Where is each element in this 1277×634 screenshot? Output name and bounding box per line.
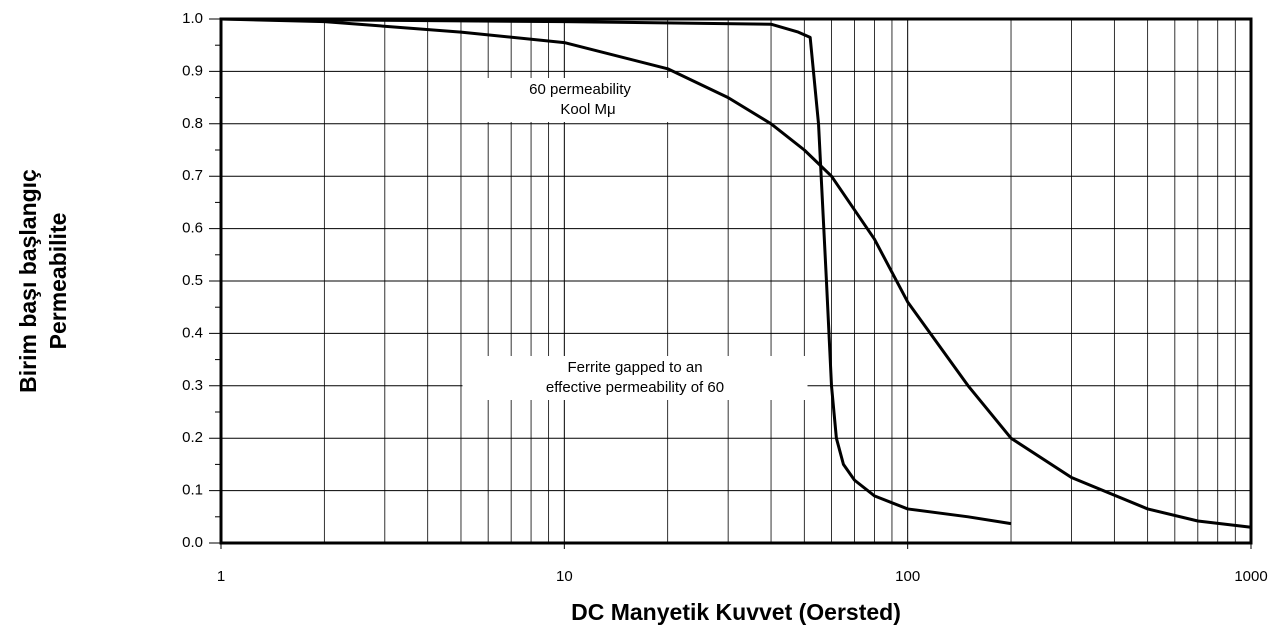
y-tick-label: 0.6 [182, 220, 203, 237]
y-tick-label: 1.0 [182, 10, 203, 27]
annotation: 60 permeability [529, 81, 631, 98]
x-tick-label: 100 [895, 568, 920, 585]
annotation-box [475, 78, 685, 122]
x-tick-label: 10 [556, 568, 573, 585]
y-tick-label: 0.8 [182, 115, 203, 132]
x-tick-label: 1 [217, 568, 225, 585]
y-tick-label: 0.2 [182, 429, 203, 446]
x-axis-title: DC Manyetik Kuvvet (Oersted) [571, 599, 901, 625]
annotation: Ferrite gapped to an [567, 359, 702, 376]
annotation: Kool Mμ [560, 101, 615, 118]
y-tick-label: 0.3 [182, 377, 203, 394]
y-tick-label: 0.4 [182, 324, 203, 341]
annotation-box [462, 356, 808, 400]
x-tick-label: 1000 [1234, 568, 1267, 585]
y-tick-label: 0.5 [182, 272, 203, 289]
y-tick-label: 0.0 [182, 534, 203, 551]
line-series [220, 17, 1252, 529]
y-tick-label: 0.1 [182, 482, 203, 499]
y-axis-title: Birim başı başlangıç [15, 169, 41, 393]
y-tick-label: 0.9 [182, 62, 203, 79]
plot-frame [219, 17, 1253, 545]
y-tick-label: 0.7 [182, 167, 203, 184]
y-axis-title: Permeabilite [45, 213, 71, 350]
line-series [220, 17, 1012, 526]
annotation: effective permeability of 60 [546, 379, 724, 396]
